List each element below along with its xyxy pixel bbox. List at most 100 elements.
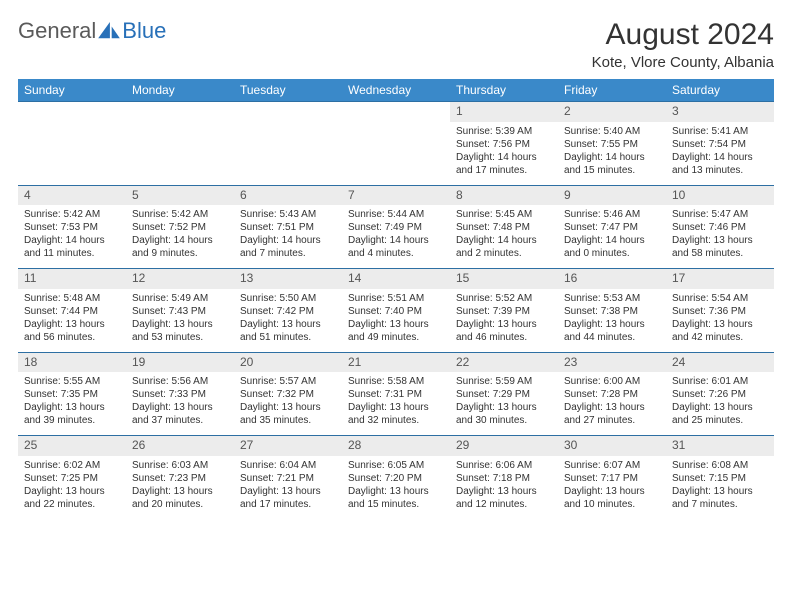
sunrise-text: Sunrise: 5:39 AM xyxy=(456,125,552,138)
sunrise-text: Sunrise: 5:46 AM xyxy=(564,208,660,221)
sunset-text: Sunset: 7:47 PM xyxy=(564,221,660,234)
sunrise-text: Sunrise: 5:51 AM xyxy=(348,292,444,305)
weekday-row: SundayMondayTuesdayWednesdayThursdayFrid… xyxy=(18,79,774,102)
day-cell: 2Sunrise: 5:40 AMSunset: 7:55 PMDaylight… xyxy=(558,102,666,186)
sunset-text: Sunset: 7:42 PM xyxy=(240,305,336,318)
day-cell: 25Sunrise: 6:02 AMSunset: 7:25 PMDayligh… xyxy=(18,436,126,519)
sunset-text: Sunset: 7:56 PM xyxy=(456,138,552,151)
day-details: Sunrise: 5:59 AMSunset: 7:29 PMDaylight:… xyxy=(450,372,558,435)
sunrise-text: Sunrise: 5:54 AM xyxy=(672,292,768,305)
day-details: Sunrise: 6:02 AMSunset: 7:25 PMDaylight:… xyxy=(18,456,126,519)
sunrise-text: Sunrise: 5:44 AM xyxy=(348,208,444,221)
day-number: 10 xyxy=(666,186,774,206)
day-number: 28 xyxy=(342,436,450,456)
day-cell: 28Sunrise: 6:05 AMSunset: 7:20 PMDayligh… xyxy=(342,436,450,519)
weekday-header: Friday xyxy=(558,79,666,102)
day-number: 16 xyxy=(558,269,666,289)
day-details: Sunrise: 5:41 AMSunset: 7:54 PMDaylight:… xyxy=(666,122,774,185)
sunset-text: Sunset: 7:53 PM xyxy=(24,221,120,234)
sunrise-text: Sunrise: 5:55 AM xyxy=(24,375,120,388)
sunrise-text: Sunrise: 6:06 AM xyxy=(456,459,552,472)
empty-cell xyxy=(234,102,342,186)
day-number: 23 xyxy=(558,353,666,373)
day-number: 4 xyxy=(18,186,126,206)
sunset-text: Sunset: 7:25 PM xyxy=(24,472,120,485)
sunset-text: Sunset: 7:26 PM xyxy=(672,388,768,401)
day-details: Sunrise: 6:07 AMSunset: 7:17 PMDaylight:… xyxy=(558,456,666,519)
day-details: Sunrise: 5:50 AMSunset: 7:42 PMDaylight:… xyxy=(234,289,342,352)
day-number: 6 xyxy=(234,186,342,206)
day-details: Sunrise: 6:05 AMSunset: 7:20 PMDaylight:… xyxy=(342,456,450,519)
day-number: 8 xyxy=(450,186,558,206)
sunrise-text: Sunrise: 5:45 AM xyxy=(456,208,552,221)
day-cell: 15Sunrise: 5:52 AMSunset: 7:39 PMDayligh… xyxy=(450,269,558,353)
daylight-text: Daylight: 13 hours and 30 minutes. xyxy=(456,401,552,427)
sunset-text: Sunset: 7:23 PM xyxy=(132,472,228,485)
daylight-text: Daylight: 14 hours and 0 minutes. xyxy=(564,234,660,260)
logo-text-general: General xyxy=(18,18,96,44)
day-cell: 18Sunrise: 5:55 AMSunset: 7:35 PMDayligh… xyxy=(18,352,126,436)
sunset-text: Sunset: 7:46 PM xyxy=(672,221,768,234)
page-header: General Blue August 2024 Kote, Vlore Cou… xyxy=(18,18,774,71)
sunset-text: Sunset: 7:18 PM xyxy=(456,472,552,485)
day-cell: 20Sunrise: 5:57 AMSunset: 7:32 PMDayligh… xyxy=(234,352,342,436)
day-details: Sunrise: 5:40 AMSunset: 7:55 PMDaylight:… xyxy=(558,122,666,185)
day-number: 11 xyxy=(18,269,126,289)
calendar-body: 1Sunrise: 5:39 AMSunset: 7:56 PMDaylight… xyxy=(18,102,774,519)
sunrise-text: Sunrise: 5:50 AM xyxy=(240,292,336,305)
sunset-text: Sunset: 7:52 PM xyxy=(132,221,228,234)
weekday-header: Sunday xyxy=(18,79,126,102)
sunrise-text: Sunrise: 5:53 AM xyxy=(564,292,660,305)
sunset-text: Sunset: 7:35 PM xyxy=(24,388,120,401)
day-details: Sunrise: 5:58 AMSunset: 7:31 PMDaylight:… xyxy=(342,372,450,435)
month-title: August 2024 xyxy=(592,18,774,52)
sunset-text: Sunset: 7:17 PM xyxy=(564,472,660,485)
sunset-text: Sunset: 7:29 PM xyxy=(456,388,552,401)
sunrise-text: Sunrise: 5:42 AM xyxy=(24,208,120,221)
day-number: 7 xyxy=(342,186,450,206)
day-number: 2 xyxy=(558,102,666,122)
day-cell: 7Sunrise: 5:44 AMSunset: 7:49 PMDaylight… xyxy=(342,185,450,269)
day-details: Sunrise: 5:43 AMSunset: 7:51 PMDaylight:… xyxy=(234,205,342,268)
daylight-text: Daylight: 13 hours and 46 minutes. xyxy=(456,318,552,344)
day-number: 24 xyxy=(666,353,774,373)
day-details: Sunrise: 5:54 AMSunset: 7:36 PMDaylight:… xyxy=(666,289,774,352)
daylight-text: Daylight: 13 hours and 39 minutes. xyxy=(24,401,120,427)
daylight-text: Daylight: 13 hours and 22 minutes. xyxy=(24,485,120,511)
day-details: Sunrise: 6:03 AMSunset: 7:23 PMDaylight:… xyxy=(126,456,234,519)
day-details: Sunrise: 6:01 AMSunset: 7:26 PMDaylight:… xyxy=(666,372,774,435)
day-cell: 31Sunrise: 6:08 AMSunset: 7:15 PMDayligh… xyxy=(666,436,774,519)
empty-cell xyxy=(18,102,126,186)
location-text: Kote, Vlore County, Albania xyxy=(592,54,774,71)
calendar-row: 18Sunrise: 5:55 AMSunset: 7:35 PMDayligh… xyxy=(18,352,774,436)
daylight-text: Daylight: 14 hours and 17 minutes. xyxy=(456,151,552,177)
day-number: 25 xyxy=(18,436,126,456)
sunrise-text: Sunrise: 5:40 AM xyxy=(564,125,660,138)
daylight-text: Daylight: 13 hours and 35 minutes. xyxy=(240,401,336,427)
day-number: 3 xyxy=(666,102,774,122)
day-number: 29 xyxy=(450,436,558,456)
day-details: Sunrise: 5:51 AMSunset: 7:40 PMDaylight:… xyxy=(342,289,450,352)
daylight-text: Daylight: 13 hours and 20 minutes. xyxy=(132,485,228,511)
sunrise-text: Sunrise: 6:03 AM xyxy=(132,459,228,472)
daylight-text: Daylight: 14 hours and 13 minutes. xyxy=(672,151,768,177)
calendar-row: 1Sunrise: 5:39 AMSunset: 7:56 PMDaylight… xyxy=(18,102,774,186)
daylight-text: Daylight: 13 hours and 17 minutes. xyxy=(240,485,336,511)
daylight-text: Daylight: 13 hours and 42 minutes. xyxy=(672,318,768,344)
sunrise-text: Sunrise: 6:00 AM xyxy=(564,375,660,388)
day-cell: 8Sunrise: 5:45 AMSunset: 7:48 PMDaylight… xyxy=(450,185,558,269)
sunrise-text: Sunrise: 6:02 AM xyxy=(24,459,120,472)
day-number: 1 xyxy=(450,102,558,122)
day-cell: 27Sunrise: 6:04 AMSunset: 7:21 PMDayligh… xyxy=(234,436,342,519)
day-number: 15 xyxy=(450,269,558,289)
daylight-text: Daylight: 13 hours and 37 minutes. xyxy=(132,401,228,427)
sunrise-text: Sunrise: 5:41 AM xyxy=(672,125,768,138)
day-number: 26 xyxy=(126,436,234,456)
day-details: Sunrise: 5:48 AMSunset: 7:44 PMDaylight:… xyxy=(18,289,126,352)
sunset-text: Sunset: 7:48 PM xyxy=(456,221,552,234)
day-details: Sunrise: 5:44 AMSunset: 7:49 PMDaylight:… xyxy=(342,205,450,268)
daylight-text: Daylight: 13 hours and 58 minutes. xyxy=(672,234,768,260)
daylight-text: Daylight: 13 hours and 51 minutes. xyxy=(240,318,336,344)
sunset-text: Sunset: 7:49 PM xyxy=(348,221,444,234)
day-details: Sunrise: 5:55 AMSunset: 7:35 PMDaylight:… xyxy=(18,372,126,435)
